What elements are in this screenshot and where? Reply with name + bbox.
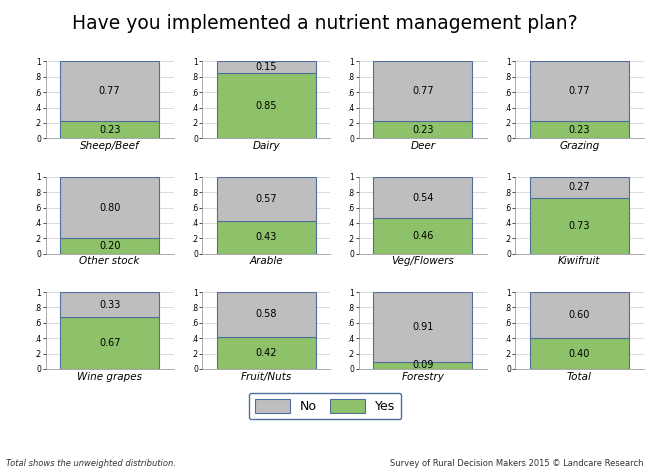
Text: 0.33: 0.33 [99, 300, 120, 310]
Bar [60, 61, 159, 121]
Text: 0.54: 0.54 [412, 193, 434, 202]
Bar [530, 338, 629, 369]
Bar [216, 73, 316, 139]
Text: 0.42: 0.42 [255, 348, 277, 358]
X-axis label: Veg/Flowers: Veg/Flowers [391, 256, 454, 266]
Bar [530, 198, 629, 254]
X-axis label: Dairy: Dairy [252, 141, 280, 151]
X-axis label: Other stock: Other stock [79, 256, 140, 266]
Bar [60, 238, 159, 254]
Text: Have you implemented a nutrient management plan?: Have you implemented a nutrient manageme… [72, 14, 578, 33]
X-axis label: Kiwifruit: Kiwifruit [558, 256, 601, 266]
Bar [216, 61, 316, 73]
Bar [373, 219, 473, 254]
Bar [373, 177, 473, 219]
Bar [373, 292, 473, 362]
Text: 0.46: 0.46 [412, 231, 434, 241]
Text: Survey of Rural Decision Makers 2015 © Landcare Research: Survey of Rural Decision Makers 2015 © L… [390, 459, 644, 468]
Text: 0.15: 0.15 [255, 62, 277, 72]
X-axis label: Forestry: Forestry [401, 372, 444, 382]
Text: 0.91: 0.91 [412, 322, 434, 332]
Bar [216, 292, 316, 337]
X-axis label: Arable: Arable [250, 256, 283, 266]
Bar [216, 177, 316, 220]
Bar [216, 220, 316, 254]
Text: 0.58: 0.58 [255, 309, 277, 319]
Bar [373, 362, 473, 369]
Text: 0.23: 0.23 [99, 124, 120, 134]
Text: 0.40: 0.40 [569, 349, 590, 359]
Text: 0.77: 0.77 [569, 86, 590, 96]
Legend: No, Yes: No, Yes [249, 393, 401, 420]
Text: 0.43: 0.43 [255, 232, 277, 242]
Bar [60, 121, 159, 139]
Bar [216, 337, 316, 369]
X-axis label: Sheep/Beef: Sheep/Beef [80, 141, 140, 151]
Bar [60, 317, 159, 369]
X-axis label: Total: Total [567, 372, 592, 382]
X-axis label: Deer: Deer [410, 141, 436, 151]
X-axis label: Fruit/Nuts: Fruit/Nuts [240, 372, 292, 382]
X-axis label: Wine grapes: Wine grapes [77, 372, 142, 382]
Text: 0.77: 0.77 [412, 86, 434, 96]
Text: 0.80: 0.80 [99, 202, 120, 212]
Text: 0.77: 0.77 [99, 86, 120, 96]
Bar [530, 121, 629, 139]
Text: 0.60: 0.60 [569, 310, 590, 320]
Text: 0.67: 0.67 [99, 338, 120, 348]
Text: 0.09: 0.09 [412, 360, 434, 370]
Text: 0.27: 0.27 [569, 182, 590, 192]
Text: 0.73: 0.73 [569, 220, 590, 231]
Text: 0.23: 0.23 [412, 124, 434, 134]
Text: 0.20: 0.20 [99, 241, 120, 251]
Text: Total shows the unweighted distribution.: Total shows the unweighted distribution. [6, 459, 176, 468]
Bar [373, 121, 473, 139]
Bar [530, 61, 629, 121]
Bar [60, 177, 159, 238]
X-axis label: Grazing: Grazing [559, 141, 599, 151]
Text: 0.57: 0.57 [255, 193, 277, 204]
Bar [373, 61, 473, 121]
Bar [530, 292, 629, 338]
Bar [60, 292, 159, 317]
Text: 0.23: 0.23 [569, 124, 590, 134]
Text: 0.85: 0.85 [255, 101, 277, 111]
Bar [530, 177, 629, 198]
